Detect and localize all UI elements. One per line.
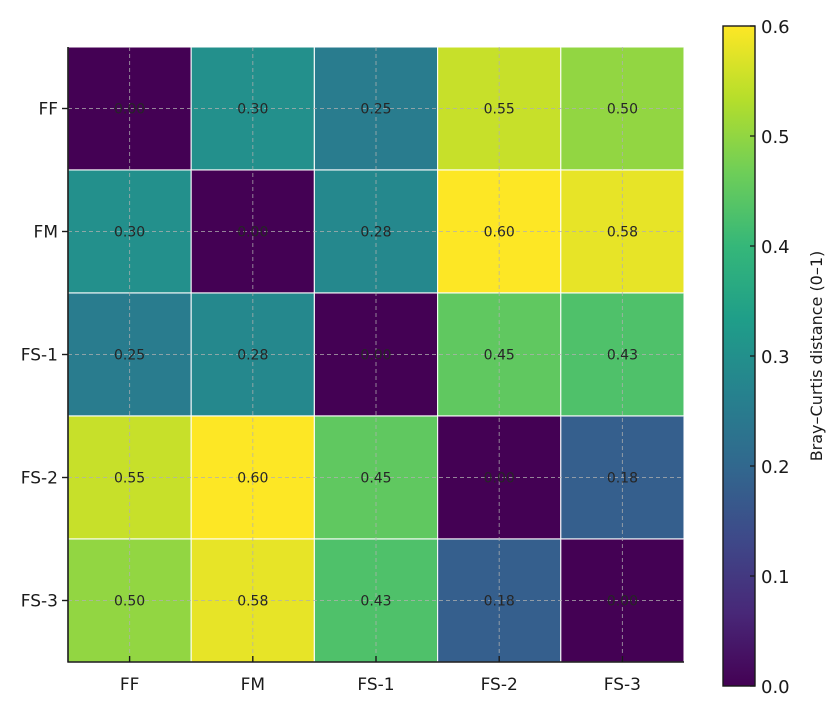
cell-value-label: 0.55 bbox=[114, 471, 145, 487]
cell-value-label: 0.18 bbox=[607, 471, 638, 487]
colorbar-tick-label: 0.2 bbox=[761, 457, 790, 478]
cell-value-label: 0.58 bbox=[237, 594, 268, 610]
cell-value-label: 0.58 bbox=[607, 225, 638, 241]
x-tick-label: FS-2 bbox=[481, 675, 518, 695]
cell-value-label: 0.00 bbox=[484, 471, 515, 487]
y-axis-ticks: FF FM FS-1 FS-2 FS-3 bbox=[21, 100, 68, 612]
cell-value-label: 0.55 bbox=[484, 102, 515, 118]
y-tick-label: FS-3 bbox=[21, 592, 58, 612]
cell-value-label: 0.30 bbox=[114, 225, 145, 241]
colorbar: 0.0 0.1 0.2 0.3 0.4 0.5 0.6 Bray–Curtis distan… bbox=[722, 17, 826, 698]
cell-value-label: 0.45 bbox=[360, 471, 391, 487]
x-axis-ticks: FF FM FS-1 FS-2 FS-3 bbox=[120, 656, 641, 695]
cell-value-label: 0.00 bbox=[114, 102, 145, 118]
grid-lines bbox=[68, 47, 684, 662]
cell-value-label: 0.43 bbox=[607, 348, 638, 364]
colorbar-tick-label: 0.5 bbox=[761, 127, 790, 148]
colorbar-tick-label: 0.1 bbox=[761, 567, 790, 588]
cell-value-label: 0.25 bbox=[360, 102, 391, 118]
colorbar-tick-label: 0.6 bbox=[761, 17, 790, 38]
cell-value-label: 0.43 bbox=[360, 594, 391, 610]
colorbar-gradient bbox=[722, 25, 756, 687]
x-tick-label: FS-1 bbox=[357, 675, 394, 695]
x-tick-label: FF bbox=[120, 675, 140, 695]
cell-value-label: 0.00 bbox=[607, 594, 638, 610]
y-tick-label: FS-2 bbox=[21, 469, 58, 489]
y-tick-label: FM bbox=[34, 223, 58, 243]
cell-value-label: 0.28 bbox=[237, 348, 268, 364]
cell-value-label: 0.30 bbox=[237, 102, 268, 118]
cell-value-label: 0.50 bbox=[607, 102, 638, 118]
colorbar-tick-label: 0.3 bbox=[761, 347, 790, 368]
colorbar-ticks: 0.0 0.1 0.2 0.3 0.4 0.5 0.6 bbox=[750, 17, 790, 698]
cell-value-labels: 0.00 0.30 0.25 0.55 0.50 0.30 0.00 0.28 0.60 0.58… bbox=[114, 102, 638, 610]
colorbar-tick-label: 0.0 bbox=[761, 677, 790, 698]
cell-value-label: 0.28 bbox=[360, 225, 391, 241]
y-tick-label: FF bbox=[38, 100, 58, 120]
cell-value-label: 0.00 bbox=[237, 225, 268, 241]
cell-value-label: 0.60 bbox=[237, 471, 268, 487]
cell-value-label: 0.00 bbox=[360, 348, 391, 364]
cell-value-label: 0.50 bbox=[114, 594, 145, 610]
cell-value-label: 0.60 bbox=[484, 225, 515, 241]
colorbar-tick-label: 0.4 bbox=[761, 237, 790, 258]
cell-value-label: 0.45 bbox=[484, 348, 515, 364]
heatmap-cell bbox=[67, 46, 192, 171]
cell-value-label: 0.18 bbox=[484, 594, 515, 610]
x-tick-label: FM bbox=[241, 675, 265, 695]
cell-value-label: 0.25 bbox=[114, 348, 145, 364]
y-tick-label: FS-1 bbox=[21, 346, 58, 366]
colorbar-label: Bray–Curtis distance (0–1) bbox=[807, 251, 826, 462]
x-tick-label: FS-3 bbox=[604, 675, 641, 695]
